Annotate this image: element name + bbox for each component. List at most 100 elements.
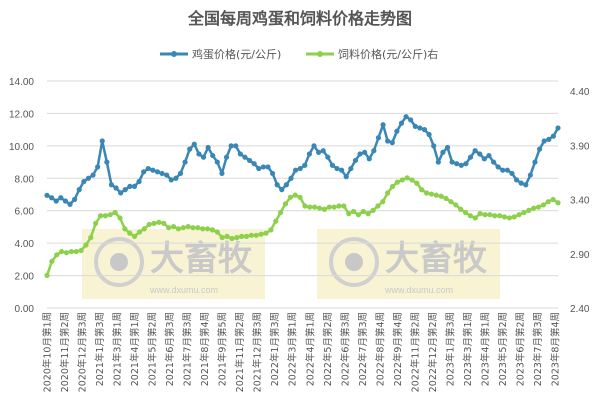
data-point (348, 165, 354, 172)
data-point (44, 272, 50, 279)
data-point (339, 167, 345, 173)
x-tick-label: 2020年10月第1周 (42, 312, 54, 392)
data-point (380, 122, 386, 128)
data-point (312, 204, 318, 210)
data-point (481, 156, 487, 162)
data-point (260, 164, 266, 170)
data-point (424, 190, 430, 196)
data-point (224, 233, 230, 239)
data-point (545, 199, 551, 205)
watermark-group: 大畜牧 www.dxumu.com 大畜牧 www.dxumu.com (82, 229, 500, 299)
data-point (243, 233, 250, 239)
data-point (516, 212, 522, 218)
data-point (526, 207, 532, 213)
data-point (164, 172, 170, 178)
data-point (44, 192, 50, 198)
data-point (141, 169, 147, 175)
data-point (62, 198, 69, 204)
right-y-tick-label: 3.40 (570, 196, 590, 207)
data-point (81, 178, 87, 185)
data-point (394, 128, 400, 134)
x-tick-label: 2022年8月第4周 (374, 312, 386, 386)
x-tick-label: 2022年6月第3周 (339, 312, 351, 386)
data-point (385, 190, 391, 196)
data-point (463, 161, 469, 167)
data-point (334, 165, 340, 172)
data-point (73, 248, 79, 255)
data-point (54, 252, 60, 258)
x-tick-label: 2023年1月第3周 (444, 312, 456, 386)
right-y-tick-label: 4.40 (570, 87, 590, 98)
data-point (132, 233, 138, 239)
data-point (269, 170, 276, 177)
data-point (371, 148, 377, 154)
legend-egg-label: 鸡蛋价格(元/公斤) (192, 47, 281, 61)
data-point (365, 211, 371, 217)
data-point (127, 230, 133, 236)
data-point (417, 125, 423, 131)
data-point (237, 151, 243, 157)
x-tick-label: 2022年7月第3周 (357, 312, 369, 386)
data-point (131, 183, 138, 189)
data-point (472, 148, 478, 154)
data-point (214, 159, 220, 165)
x-tick-label: 2022年5月第2周 (322, 312, 334, 386)
data-point (136, 229, 143, 235)
data-point (173, 175, 179, 181)
data-point (180, 225, 186, 231)
data-point (421, 127, 428, 133)
data-point (205, 226, 211, 232)
watermark-logo-icon (329, 237, 379, 287)
data-point (196, 151, 202, 157)
data-point (205, 144, 211, 151)
data-point (352, 157, 359, 164)
data-point (495, 164, 501, 170)
right-y-axis: 2.40 2.90 3.40 3.90 4.40 (570, 87, 590, 315)
data-point (385, 138, 391, 144)
data-point (346, 211, 352, 217)
data-point (486, 152, 492, 159)
data-point (409, 177, 415, 183)
x-tick-label: 2021年1月第3周 (94, 312, 106, 386)
data-point (248, 232, 254, 238)
data-point (326, 204, 332, 210)
data-point (546, 136, 552, 142)
data-point (331, 204, 337, 210)
data-point (419, 187, 425, 193)
data-point (550, 133, 556, 139)
data-point (146, 221, 152, 228)
left-y-tick-label: 0.00 (15, 304, 35, 315)
data-point (108, 182, 115, 188)
data-point (527, 172, 533, 178)
data-point (104, 159, 110, 165)
data-point (200, 226, 206, 232)
data-point (219, 170, 225, 177)
data-point (448, 199, 454, 205)
data-point (159, 170, 165, 177)
left-y-tick-label: 8.00 (15, 174, 35, 185)
data-point (438, 193, 444, 199)
data-point (389, 183, 396, 190)
x-tick-label: 2022年4月第1周 (304, 312, 316, 386)
data-point (170, 224, 177, 230)
data-point (454, 161, 460, 167)
data-point (449, 159, 455, 165)
data-point (258, 231, 264, 237)
data-point (321, 206, 327, 212)
data-point (316, 149, 322, 155)
data-point (360, 208, 366, 215)
data-point (59, 248, 65, 255)
data-point (453, 202, 459, 208)
data-point (462, 209, 469, 216)
data-point (88, 234, 94, 241)
data-point (273, 218, 279, 224)
data-point (431, 143, 437, 149)
data-point (311, 143, 317, 149)
data-point (380, 199, 386, 205)
data-point (136, 178, 142, 185)
data-point (316, 205, 323, 211)
data-point (209, 227, 216, 233)
data-point (362, 149, 368, 155)
data-point (210, 152, 216, 159)
data-point (297, 194, 303, 200)
